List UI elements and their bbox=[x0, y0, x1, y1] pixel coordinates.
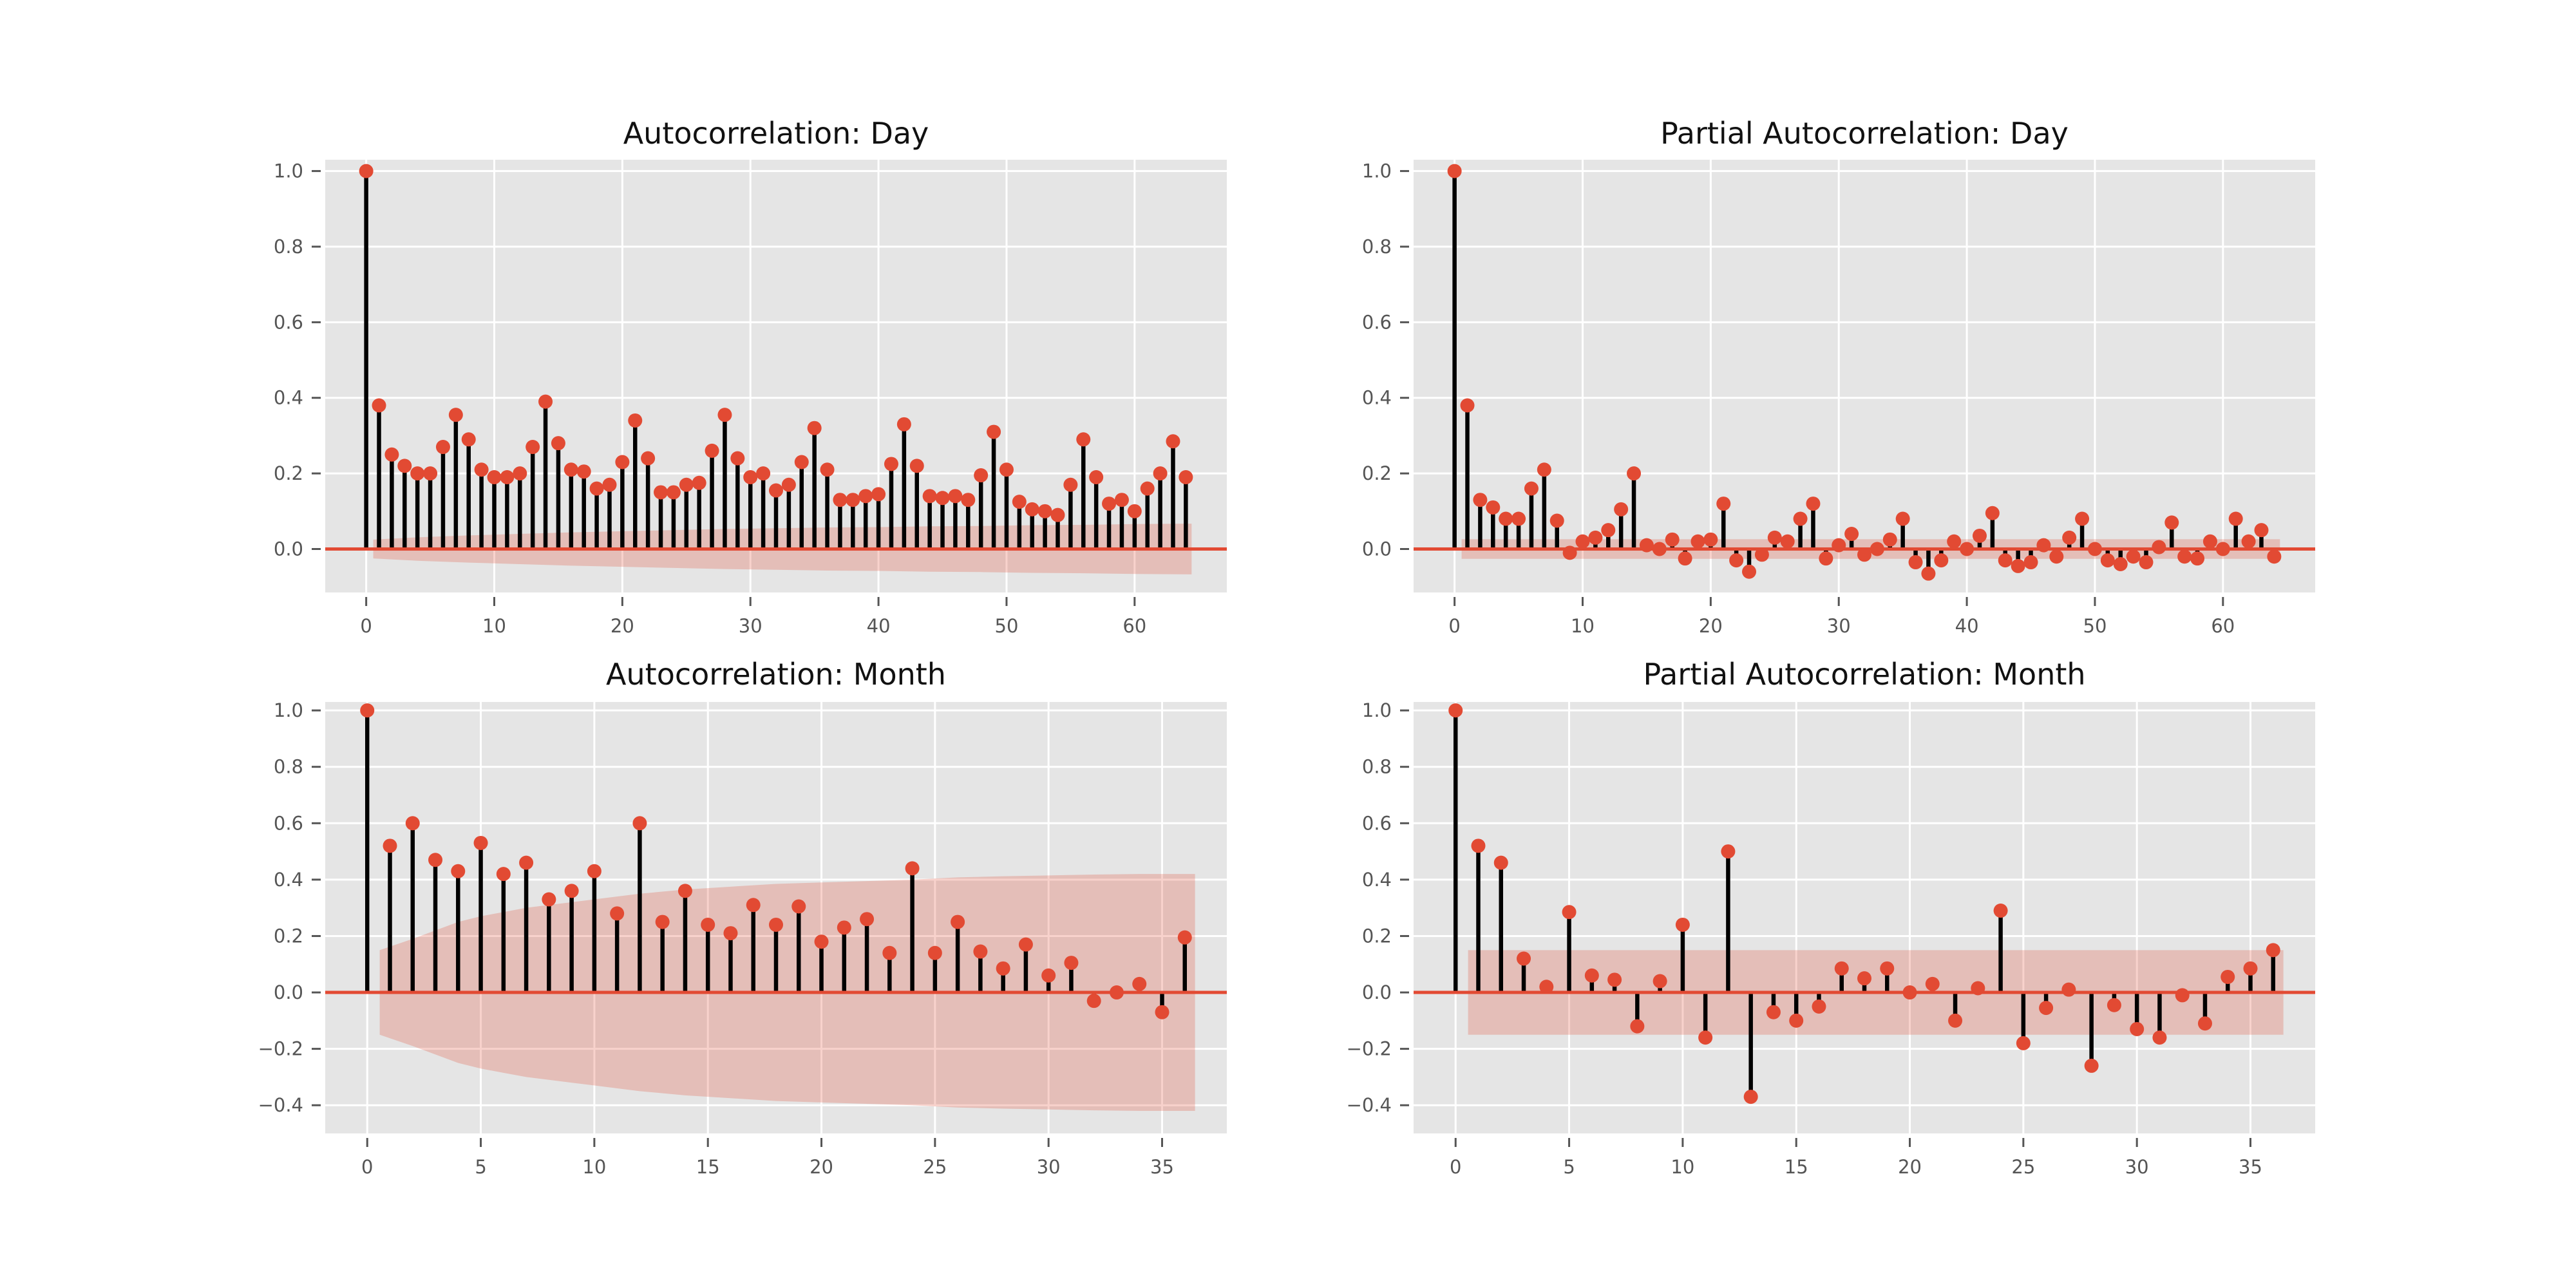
y-tick-label: 0.8 bbox=[1362, 756, 1392, 778]
x-tick-label: 60 bbox=[2211, 615, 2235, 637]
x-tick-label: 20 bbox=[810, 1156, 833, 1178]
x-tick-label: 5 bbox=[475, 1156, 486, 1178]
subplot-acf-month: 0 5 10 15 20 25 30 35 1.0 0.8 0.6 0.4 0.2 0.0 −0.2 −0.4 bbox=[258, 699, 1227, 1178]
y-tick-label: −0.4 bbox=[258, 1094, 303, 1116]
axis-ticks: 0 10 20 30 40 50 60 1.0 0.8 0.6 0.4 0.2 0.0 bbox=[274, 160, 1146, 637]
x-tick-label: 30 bbox=[1037, 1156, 1061, 1178]
axis-ticks: 0 5 10 15 20 25 30 35 1.0 0.8 0.6 0.4 0.2 0.0 −0.2 −0.4 bbox=[1347, 699, 2262, 1178]
x-tick-label: 35 bbox=[1150, 1156, 1174, 1178]
y-tick-label: −0.4 bbox=[1347, 1094, 1392, 1116]
y-tick-label: 0.4 bbox=[1362, 387, 1392, 409]
stem-lines bbox=[364, 171, 1188, 549]
y-tick-label: 1.0 bbox=[274, 699, 303, 721]
y-tick-label: 0.4 bbox=[274, 869, 303, 891]
y-tick-label: 0.6 bbox=[1362, 812, 1392, 834]
subplot-pacf-day: 0 10 20 30 40 50 60 1.0 0.8 0.6 0.4 0.2 0.0 bbox=[1362, 160, 2315, 637]
subplot-acf-day: 0 10 20 30 40 50 60 1.0 0.8 0.6 0.4 0.2 0.0 bbox=[274, 160, 1227, 637]
x-tick-label: 10 bbox=[582, 1156, 606, 1178]
y-tick-label: 1.0 bbox=[274, 160, 303, 182]
stem-markers bbox=[360, 703, 1192, 1019]
gridlines bbox=[1414, 160, 2315, 592]
x-tick-label: 0 bbox=[1448, 615, 1460, 637]
subplot-title-acf-day: Autocorrelation: Day bbox=[623, 116, 929, 151]
y-tick-label: 0.6 bbox=[274, 812, 303, 834]
y-tick-label: 1.0 bbox=[1362, 699, 1392, 721]
y-tick-label: 0.8 bbox=[274, 756, 303, 778]
x-tick-label: 40 bbox=[1955, 615, 1979, 637]
x-tick-label: 0 bbox=[360, 615, 372, 637]
x-tick-label: 0 bbox=[361, 1156, 373, 1178]
gridlines bbox=[325, 160, 1227, 592]
y-tick-label: 0.0 bbox=[1362, 538, 1392, 560]
axis-ticks: 0 5 10 15 20 25 30 35 1.0 0.8 0.6 0.4 0.2 0.0 −0.2 −0.4 bbox=[258, 699, 1174, 1178]
subplot-title-pacf-month: Partial Autocorrelation: Month bbox=[1643, 657, 2086, 692]
plot-area bbox=[1414, 160, 2315, 592]
x-tick-label: 50 bbox=[995, 615, 1019, 637]
stem-markers bbox=[1447, 164, 2282, 581]
y-tick-label: 1.0 bbox=[1362, 160, 1392, 182]
y-tick-label: 0.0 bbox=[274, 981, 303, 1003]
y-tick-label: 0.2 bbox=[274, 925, 303, 947]
x-tick-label: 25 bbox=[923, 1156, 947, 1178]
x-tick-label: 20 bbox=[1898, 1156, 1922, 1178]
x-tick-label: 25 bbox=[2011, 1156, 2035, 1178]
y-tick-label: −0.2 bbox=[1347, 1038, 1392, 1060]
x-tick-label: 10 bbox=[1671, 1156, 1694, 1178]
y-tick-label: −0.2 bbox=[258, 1038, 303, 1060]
x-tick-label: 5 bbox=[1563, 1156, 1575, 1178]
x-tick-label: 30 bbox=[739, 615, 762, 637]
x-tick-label: 50 bbox=[2083, 615, 2107, 637]
y-tick-label: 0.8 bbox=[274, 236, 303, 258]
y-tick-label: 0.4 bbox=[274, 387, 303, 409]
y-tick-label: 0.0 bbox=[274, 538, 303, 560]
x-tick-label: 30 bbox=[2125, 1156, 2149, 1178]
x-tick-label: 30 bbox=[1827, 615, 1851, 637]
axis-ticks: 0 10 20 30 40 50 60 1.0 0.8 0.6 0.4 0.2 0.0 bbox=[1362, 160, 2235, 637]
x-tick-label: 10 bbox=[1571, 615, 1595, 637]
y-tick-label: 0.2 bbox=[1362, 462, 1392, 484]
x-tick-label: 20 bbox=[611, 615, 634, 637]
y-tick-label: 0.0 bbox=[1362, 981, 1392, 1003]
plot-area bbox=[1414, 702, 2315, 1133]
y-tick-label: 0.8 bbox=[1362, 236, 1392, 258]
stem-markers bbox=[359, 164, 1193, 522]
x-tick-label: 15 bbox=[696, 1156, 720, 1178]
y-tick-label: 0.2 bbox=[274, 462, 303, 484]
y-tick-label: 0.6 bbox=[1362, 311, 1392, 333]
x-tick-label: 20 bbox=[1699, 615, 1723, 637]
subplot-pacf-month: 0 5 10 15 20 25 30 35 1.0 0.8 0.6 0.4 0.2 0.0 −0.2 −0.4 bbox=[1347, 699, 2315, 1178]
x-tick-label: 40 bbox=[867, 615, 891, 637]
x-tick-label: 15 bbox=[1785, 1156, 1808, 1178]
x-tick-label: 60 bbox=[1122, 615, 1146, 637]
stem-markers bbox=[1448, 703, 2280, 1104]
subplot-title-pacf-day: Partial Autocorrelation: Day bbox=[1660, 116, 2069, 151]
x-tick-label: 0 bbox=[1450, 1156, 1461, 1178]
x-tick-label: 35 bbox=[2239, 1156, 2262, 1178]
y-tick-label: 0.4 bbox=[1362, 869, 1392, 891]
y-tick-label: 0.6 bbox=[274, 311, 303, 333]
subplot-title-acf-month: Autocorrelation: Month bbox=[606, 657, 946, 692]
x-tick-label: 10 bbox=[482, 615, 506, 637]
y-tick-label: 0.2 bbox=[1362, 925, 1392, 947]
